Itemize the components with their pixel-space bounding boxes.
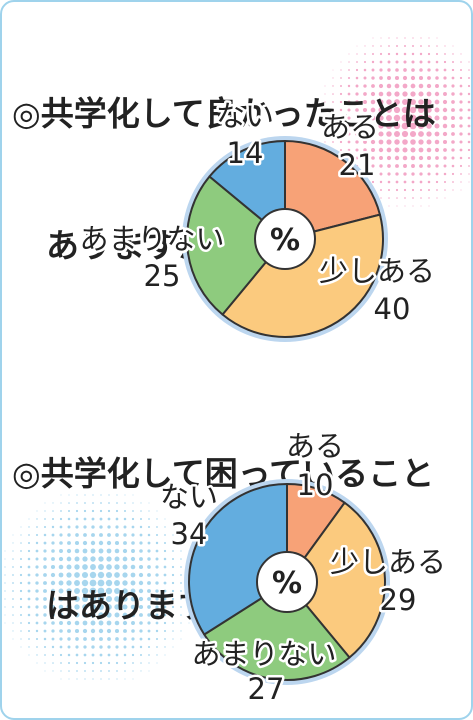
chart1-title-line1: ◎共学化して良かったことは	[12, 94, 436, 133]
slice-value-nai: 34	[171, 517, 208, 551]
pie-slice-sukoshi-aru	[286, 501, 386, 659]
slice-value-aru: 10	[297, 468, 334, 502]
pie-slice-aru	[284, 140, 381, 240]
slice-label-nai: ない	[160, 480, 218, 514]
chart2-title: ◎共学化して困っていること はありますか	[12, 364, 434, 716]
slice-label-aru: ある	[286, 429, 344, 463]
slice-value-sukoshi-aru: 29	[380, 583, 417, 617]
slice-value-aru: 21	[339, 148, 376, 182]
slice-value-amari-nai: 25	[144, 259, 181, 293]
pie-slice-amari-nai	[186, 175, 286, 316]
pie-center-label: %	[270, 223, 300, 258]
pie-slice-amari-nai	[203, 581, 351, 681]
slice-value-nai: 14	[227, 136, 264, 170]
slice-label-nai: ない	[216, 99, 274, 133]
pink-dot-pattern	[324, 37, 471, 207]
pie-center-label: %	[272, 566, 302, 601]
chart2-title-line1: ◎共学化して困っていること	[12, 454, 435, 493]
slice-label-aru: ある	[321, 110, 379, 144]
pie-center-hole	[256, 551, 318, 613]
blue-dot-pattern	[4, 494, 190, 680]
slice-label-sukoshi-aru: 少しある	[330, 545, 446, 579]
pie-center-hole	[254, 208, 316, 270]
slice-label-amari-nai: あまりない	[79, 222, 224, 256]
pie-slice-sukoshi-aru	[221, 213, 384, 338]
slice-value-amari-nai: 27	[248, 672, 285, 706]
slice-label-amari-nai: あまりない	[191, 637, 336, 671]
slice-value-sukoshi-aru: 40	[374, 292, 411, 326]
slice-label-sukoshi-aru: 少しある	[319, 254, 435, 288]
